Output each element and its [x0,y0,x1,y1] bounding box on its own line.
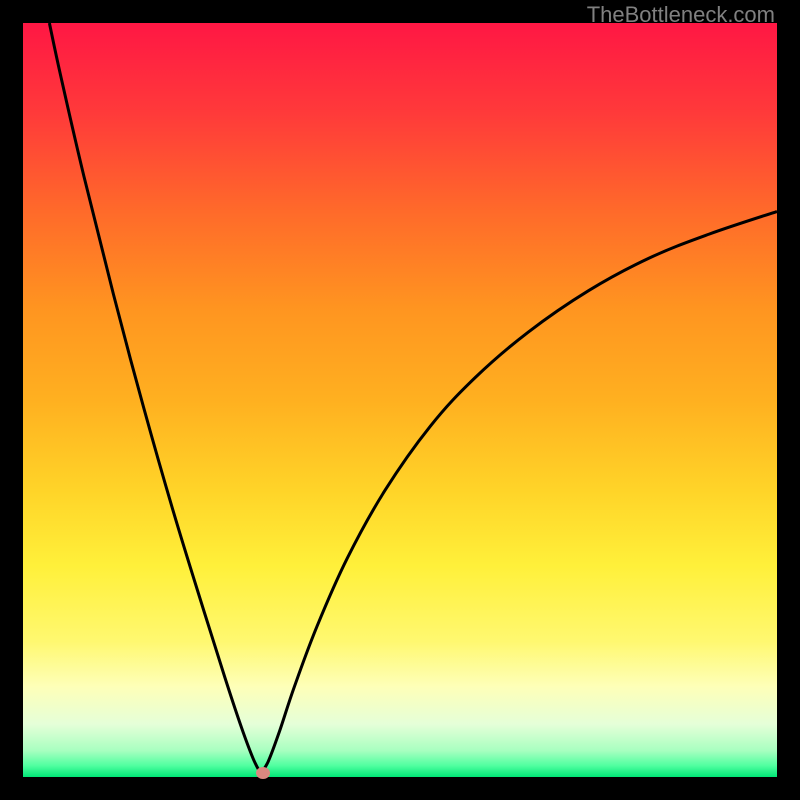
chart-container: TheBottleneck.com [0,0,800,800]
plot-svg [23,23,777,777]
gradient-background [23,23,777,777]
plot-area [23,23,777,777]
optimal-point-marker [256,767,270,779]
watermark-text: TheBottleneck.com [587,2,775,28]
